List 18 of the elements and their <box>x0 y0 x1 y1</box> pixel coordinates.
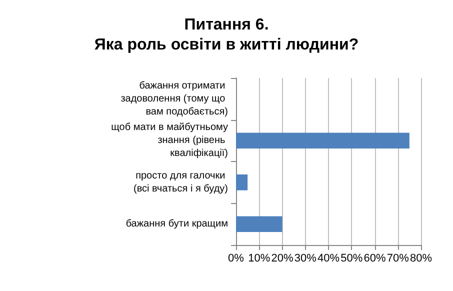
x-tick-label: 10% <box>248 252 270 264</box>
x-tick-label: 40% <box>317 252 340 264</box>
bar <box>236 216 282 232</box>
x-tick-label: 0% <box>228 252 244 264</box>
bar <box>236 132 410 149</box>
bar <box>236 174 248 190</box>
y-tick-label: щоб мати в майбутньому знання (рівень кваліфікації) <box>111 122 228 160</box>
y-tick-label: бажання бути кращим <box>126 218 228 230</box>
x-tick-label: 60% <box>364 252 386 264</box>
chart-title: Питання 6. <box>184 16 269 34</box>
x-tick-label: 20% <box>271 252 294 264</box>
x-tick-label: 70% <box>386 252 410 264</box>
y-tick-label: просто для галочки (всі вчаться і я буду) <box>134 170 228 194</box>
x-tick-label: 30% <box>294 252 317 264</box>
x-tick-label: 50% <box>340 252 363 264</box>
y-tick-label: бажання отримати задоволення (тому що вам подобається) <box>120 80 228 118</box>
chart-subtitle: Яка роль освіти в житті людини? <box>94 36 359 54</box>
x-tick-label: 80% <box>410 252 432 264</box>
